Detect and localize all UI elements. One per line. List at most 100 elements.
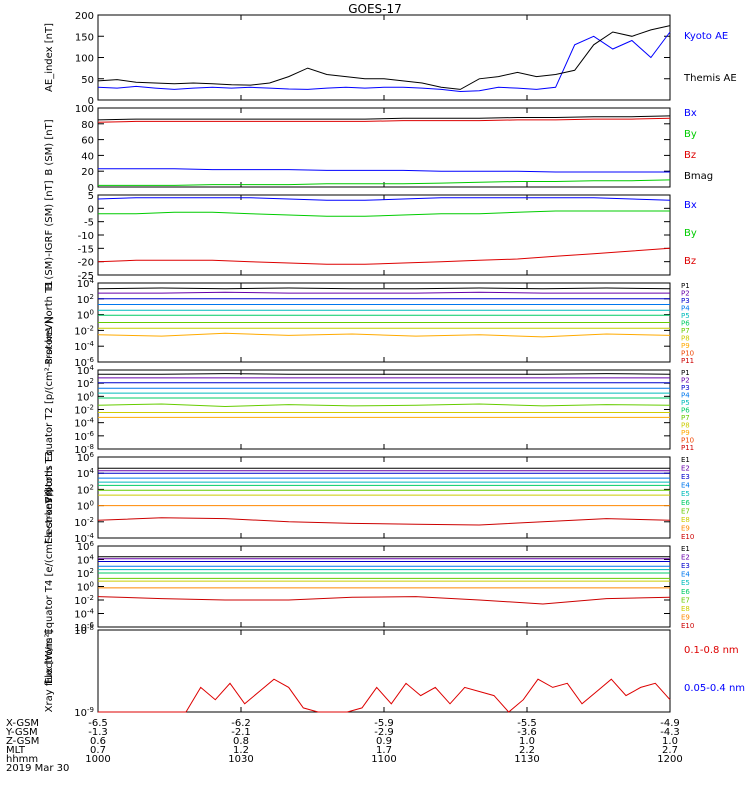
x-axis-row-label: Y-GSM (5, 727, 38, 738)
legend-P2: P2 (681, 377, 690, 385)
legend-P4: P4 (681, 392, 690, 400)
y-axis-label: Xray flux [W/m²] (44, 630, 55, 713)
y-tick-label: 100 (77, 309, 94, 322)
legend-P8: P8 (681, 335, 690, 343)
x-axis-value: 1100 (371, 754, 396, 765)
x-axis-row-label: hhmm (6, 754, 38, 765)
x-axis-value: -5.5 (517, 718, 537, 729)
y-tick-label: 0 (88, 183, 94, 194)
series-P1 (97, 287, 671, 290)
x-axis-value: 0.6 (90, 736, 106, 747)
y-tick-label: 10-6 (74, 356, 94, 369)
legend-Bx: Bx (684, 200, 697, 211)
y-tick-label: 10-4 (74, 608, 94, 621)
legend-P9: P9 (681, 429, 690, 437)
legend-E10: E10 (681, 622, 694, 630)
y-tick-label: 100 (77, 390, 94, 403)
y-tick-label: 40 (81, 151, 94, 162)
panel-frame-6 (97, 456, 671, 539)
legend-E5: E5 (681, 490, 690, 498)
legend-E4: E4 (681, 571, 690, 579)
legend-By: By (684, 129, 697, 140)
legend-E3: E3 (681, 473, 690, 481)
y-axis-label: Protons Equator T2 [p/(cm²-s-sr-keV)] (44, 316, 55, 503)
x-axis-value: 0.7 (90, 745, 106, 756)
legend-E5: E5 (681, 579, 690, 587)
panel-frame-7 (97, 545, 671, 628)
y-tick-label: 20 (81, 167, 94, 178)
y-tick-label: 102 (77, 567, 94, 580)
y-tick-label: 102 (77, 377, 94, 390)
legend-P6: P6 (681, 407, 690, 415)
series-Bx (97, 197, 671, 201)
series-E10 (97, 517, 671, 526)
x-axis-value: 2.2 (519, 745, 535, 756)
legend-0-1-0-8-nm: 0.1-0.8 nm (684, 645, 739, 656)
y-axis-label: Electrons North T3 (44, 451, 55, 544)
legend-E7: E7 (681, 596, 690, 604)
legend-P5: P5 (681, 312, 690, 320)
legend-P7: P7 (681, 327, 690, 335)
series-0-1-0-8-nm (98, 678, 671, 713)
x-axis-value: 1.0 (519, 736, 535, 747)
y-tick-label: 10-9 (74, 706, 94, 719)
legend-E9: E9 (681, 524, 690, 532)
x-axis-value: -1.3 (88, 727, 108, 738)
series-P2 (98, 291, 670, 294)
legend-P7: P7 (681, 414, 690, 422)
x-axis-value: 1030 (228, 754, 253, 765)
legend-Kyoto-AE: Kyoto AE (684, 31, 728, 42)
legend-Bz: Bz (684, 150, 696, 161)
legend-P9: P9 (681, 342, 690, 350)
legend-E10: E10 (681, 533, 694, 541)
series-Kyoto-AE (97, 31, 671, 93)
y-tick-label: 10-2 (74, 516, 94, 529)
y-tick-label: 5 (88, 191, 94, 202)
y-axis-label: B (SM) [nT] (44, 119, 55, 175)
legend-P8: P8 (681, 422, 690, 430)
y-tick-label: 104 (77, 554, 95, 567)
y-axis-label: Protons North T1 (44, 280, 55, 364)
legend-P2: P2 (681, 290, 690, 298)
panel-frame-8 (97, 629, 671, 713)
x-axis-value: 1130 (514, 754, 539, 765)
legend-P4: P4 (681, 305, 690, 313)
y-tick-label: 100 (77, 500, 94, 513)
legend-E2: E2 (681, 554, 690, 562)
legend-Bx: Bx (684, 108, 697, 119)
series-Bz (97, 117, 671, 123)
x-axis-value: -6.5 (88, 718, 108, 729)
y-tick-label: 0 (88, 96, 94, 107)
series-Bx (98, 168, 670, 173)
y-tick-label: 60 (81, 136, 94, 147)
y-tick-label: 106 (77, 451, 95, 464)
x-axis-value: 2.7 (662, 745, 678, 756)
x-axis-value: -4.9 (660, 718, 680, 729)
x-axis-row-label: Z-GSM (6, 736, 39, 747)
y-axis-label: B (SM)-IGRF (SM) [nT] (44, 180, 55, 289)
x-axis-value: 1000 (85, 754, 110, 765)
y-tick-label: 104 (77, 364, 95, 377)
x-axis-value: -4.3 (660, 727, 680, 738)
x-axis-value: 1.7 (376, 745, 392, 756)
x-axis-value: 0.9 (376, 736, 392, 747)
x-axis-value: -3.6 (517, 727, 537, 738)
legend-P11: P11 (681, 444, 694, 452)
series-Bz (97, 247, 671, 265)
x-axis-value: 1.2 (233, 745, 249, 756)
x-axis-value: -2.1 (231, 727, 251, 738)
y-axis-label: AE_index [nT] (44, 23, 55, 92)
series-Themis-AE (97, 25, 671, 90)
x-axis-row-label: X-GSM (6, 718, 39, 729)
panel-frame-3 (97, 194, 671, 276)
legend-E8: E8 (681, 516, 690, 524)
legend-P3: P3 (681, 297, 690, 305)
legend-0-05-0-4-nm: 0.05-0.4 nm (684, 683, 745, 694)
panel-frame-2 (97, 107, 671, 188)
y-tick-label: 100 (77, 581, 94, 594)
y-tick-label: 104 (77, 467, 95, 480)
legend-E6: E6 (681, 588, 690, 596)
y-tick-label: 10-4 (74, 417, 94, 430)
y-tick-label: 106 (77, 540, 95, 553)
